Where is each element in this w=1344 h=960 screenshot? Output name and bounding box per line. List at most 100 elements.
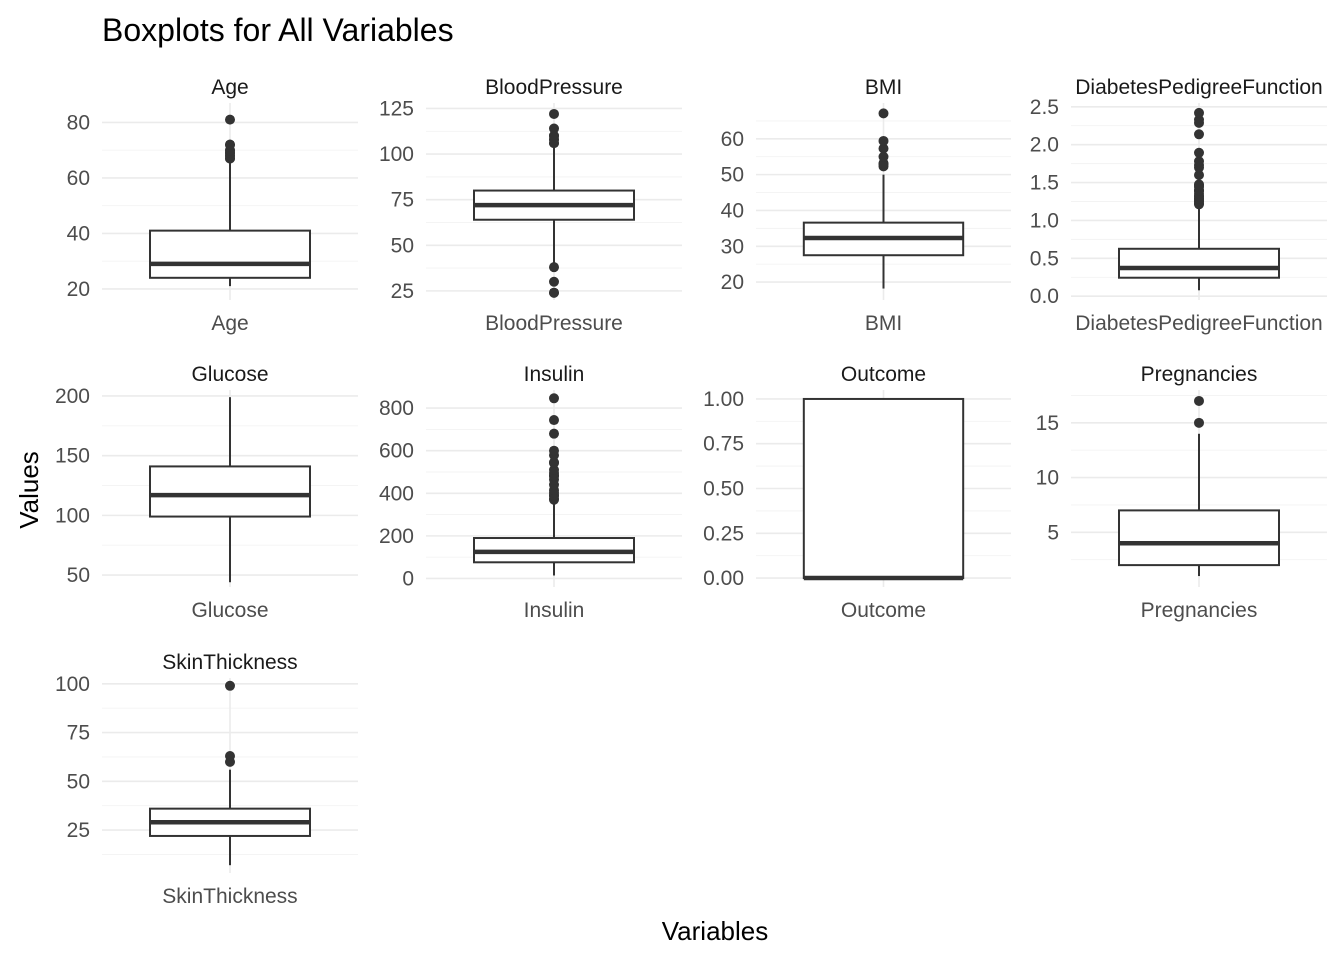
y-tick-label: 200 <box>55 385 90 408</box>
iqr-box <box>1118 247 1280 279</box>
y-tick-label: 20 <box>67 278 90 301</box>
strip-label-Pregnancies: Pregnancies <box>1141 363 1258 386</box>
strip-label-BMI: BMI <box>865 76 902 99</box>
y-tick-label: 10 <box>1036 467 1059 490</box>
y-tick-label: 75 <box>391 189 414 212</box>
outlier-point <box>549 262 559 273</box>
y-tick-label: 1.5 <box>1030 172 1059 195</box>
y-tick-label: 0.00 <box>703 567 744 590</box>
y-tick-label: 0.50 <box>703 478 744 501</box>
y-tick-label: 1.00 <box>703 388 744 411</box>
outlier-point <box>1194 107 1204 118</box>
outlier-point <box>549 108 559 119</box>
x-tick-label: Pregnancies <box>1141 599 1258 622</box>
x-tick-label: Insulin <box>524 599 585 622</box>
y-tick-label: 0 <box>402 567 414 590</box>
y-tick-label: 100 <box>379 143 414 166</box>
y-tick-label: 800 <box>379 397 414 420</box>
y-tick-label: 5 <box>1047 521 1059 544</box>
y-tick-label: 20 <box>721 271 744 294</box>
outlier-point <box>225 680 235 691</box>
y-tick-label: 0.25 <box>703 522 744 545</box>
y-tick-label: 400 <box>379 482 414 505</box>
outlier-point <box>878 151 889 162</box>
y-tick-label: 2.5 <box>1030 96 1059 119</box>
y-tick-label: 600 <box>379 440 414 463</box>
y-tick-label: 50 <box>391 234 414 257</box>
outlier-point <box>549 415 559 426</box>
strip-label-Glucose: Glucose <box>191 363 268 386</box>
outlier-point <box>549 393 559 404</box>
panel-Pregnancies: 5 10 15 Pregnancies Pregnancies <box>1036 363 1327 622</box>
panel-Insulin: 0 200 400 600 800 Insulin Insulin <box>379 363 682 622</box>
strip-label-Outcome: Outcome <box>841 363 926 386</box>
x-tick-label: BMI <box>865 312 902 335</box>
outlier-point <box>549 428 559 439</box>
x-tick-label: BloodPressure <box>485 312 623 335</box>
y-tick-label: 40 <box>721 199 744 222</box>
x-tick-label: SkinThickness <box>162 885 297 908</box>
y-tick-label: 0.0 <box>1030 285 1059 308</box>
y-tick-label: 1.0 <box>1030 209 1059 232</box>
y-tick-label: 125 <box>379 97 414 120</box>
y-tick-label: 100 <box>55 673 90 696</box>
outlier-point <box>1194 417 1204 428</box>
outlier-point <box>1194 114 1204 125</box>
y-tick-label: 2.0 <box>1030 134 1059 157</box>
outlier-point <box>1194 129 1204 140</box>
strip-label-Age: Age <box>211 76 248 99</box>
chart-title: Boxplots for All Variables <box>102 12 454 48</box>
y-tick-label: 60 <box>721 128 744 151</box>
strip-label-DiabetesPedigreeFunction: DiabetesPedigreeFunction <box>1075 76 1323 99</box>
y-tick-label: 30 <box>721 235 744 258</box>
x-axis-title: Variables <box>662 916 768 946</box>
panel-Outcome: 0.00 0.25 0.50 0.75 1.00 Outcome Outcome <box>703 363 1011 622</box>
outlier-point <box>225 139 235 150</box>
strip-label-Insulin: Insulin <box>524 363 585 386</box>
panel-BMI: 20 30 40 50 60 BMI BMI <box>721 76 1011 335</box>
outlier-point <box>225 114 235 125</box>
outlier-point <box>549 276 559 287</box>
panel-DiabetesPedigreeFunction: 0.0 0.5 1.0 1.5 2.0 2.5 DiabetesPedigreeFuncti… <box>1030 76 1327 335</box>
y-tick-label: 0.75 <box>703 433 744 456</box>
y-tick-label: 25 <box>391 280 414 303</box>
outlier-point <box>225 751 235 761</box>
y-tick-label: 60 <box>67 167 90 190</box>
outlier-point <box>549 130 559 141</box>
y-tick-label: 75 <box>67 722 90 745</box>
outlier-point <box>549 464 559 475</box>
panel-BloodPressure: 25 50 75 100 125 BloodPressure BloodPressure <box>379 76 682 335</box>
y-tick-label: 50 <box>67 770 90 793</box>
y-tick-label: 100 <box>55 504 90 527</box>
iqr-box <box>1118 509 1280 567</box>
y-tick-label: 0.5 <box>1030 247 1059 270</box>
y-tick-label: 25 <box>67 819 90 842</box>
panel-Age: 20 40 60 80 Age Age <box>67 76 358 335</box>
outlier-point <box>549 123 559 134</box>
iqr-box <box>802 397 965 580</box>
outlier-point <box>878 108 889 119</box>
outlier-point <box>1194 169 1204 180</box>
outlier-point <box>549 287 559 298</box>
outlier-point <box>1194 179 1204 190</box>
iqr-box <box>149 229 311 279</box>
x-tick-label: Age <box>211 312 248 335</box>
outlier-point <box>1194 147 1204 158</box>
outlier-point <box>1194 156 1204 167</box>
y-axis-title: Values <box>14 451 44 529</box>
outlier-point <box>1194 395 1204 406</box>
y-tick-label: 200 <box>379 525 414 548</box>
outlier-point <box>878 135 889 146</box>
y-tick-label: 50 <box>721 164 744 187</box>
facet-panels: 20406080AgeAge255075100125BloodPressureB… <box>55 76 1327 908</box>
outlier-point <box>878 143 889 154</box>
iqr-box <box>149 465 311 518</box>
panel-SkinThickness: 25 50 75 100 SkinThickness SkinThickness <box>55 651 358 908</box>
y-tick-label: 150 <box>55 445 90 468</box>
y-tick-label: 50 <box>67 564 90 587</box>
y-tick-label: 15 <box>1036 412 1059 435</box>
x-tick-label: Outcome <box>841 599 926 622</box>
strip-label-BloodPressure: BloodPressure <box>485 76 623 99</box>
strip-label-SkinThickness: SkinThickness <box>162 651 297 674</box>
